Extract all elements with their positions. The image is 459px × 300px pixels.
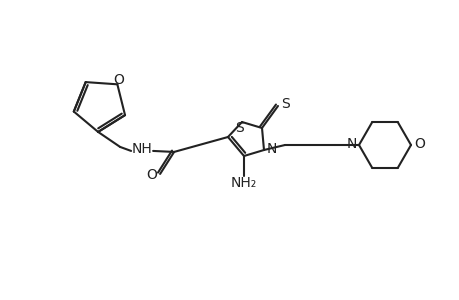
Text: N: N [266,142,277,156]
Text: NH: NH [131,142,152,156]
Text: O: O [112,73,123,87]
Text: NH₂: NH₂ [230,176,257,190]
Text: N: N [346,137,356,151]
Text: O: O [414,137,425,151]
Text: O: O [146,168,157,182]
Text: S: S [235,121,244,135]
Text: S: S [281,97,290,111]
